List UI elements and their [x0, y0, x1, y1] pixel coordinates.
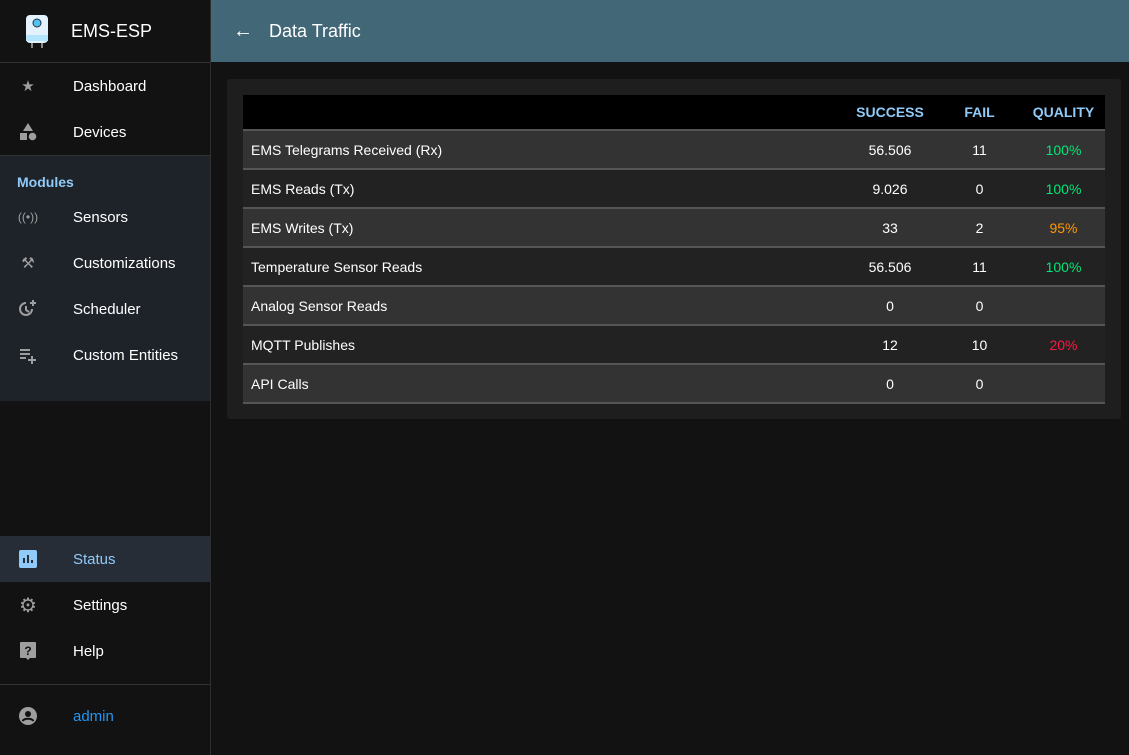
fail-count: 11 [937, 130, 1022, 170]
more-time-icon [18, 299, 38, 319]
app-bar: ← Data Traffic [211, 0, 1129, 62]
app-title: EMS-ESP [71, 20, 153, 41]
column-header-quality: QUALITY [1022, 95, 1105, 131]
row-name: MQTT Publishes [243, 325, 843, 365]
success-count: 33 [843, 208, 937, 248]
row-name: Temperature Sensor Reads [243, 247, 843, 287]
sidebar-item-label: Devices [73, 123, 127, 141]
sidebar-item-dashboard[interactable]: ★ Dashboard [0, 63, 210, 109]
data-traffic-table: SUCCESS FAIL QUALITY EMS Telegrams Recei… [243, 95, 1105, 404]
bar-chart-icon [18, 549, 38, 569]
fail-count: 0 [937, 286, 1022, 326]
table-row: EMS Writes (Tx) 33 2 95% [243, 208, 1105, 248]
sidebar-item-scheduler[interactable]: Scheduler [0, 286, 210, 332]
tools-icon: ⚒ [21, 255, 35, 272]
sidebar-item-label: Status [73, 550, 116, 568]
success-count: 56.506 [843, 130, 937, 170]
svg-text:?: ? [24, 644, 31, 658]
column-header [243, 95, 843, 131]
row-name: EMS Telegrams Received (Rx) [243, 130, 843, 170]
sidebar: EMS-ESP ★ Dashboard Devices Modules ((•))… [0, 0, 211, 755]
playlist-add-icon [18, 345, 38, 365]
sidebar-item-devices[interactable]: Devices [0, 109, 210, 155]
modules-header: Modules [17, 174, 74, 190]
help-icon: ? [18, 641, 38, 661]
fail-count: 0 [937, 364, 1022, 404]
success-count: 12 [843, 325, 937, 365]
row-name: Analog Sensor Reads [243, 286, 843, 326]
quality-value: 100% [1022, 169, 1105, 209]
quality-value [1022, 364, 1105, 404]
fail-count: 11 [937, 247, 1022, 287]
success-count: 0 [843, 286, 937, 326]
row-name: EMS Reads (Tx) [243, 169, 843, 209]
sensors-icon: ((•)) [17, 210, 39, 224]
sidebar-item-user[interactable]: admin [0, 693, 210, 739]
back-arrow-icon[interactable]: ← [233, 19, 253, 42]
boiler-logo-icon [25, 13, 49, 49]
sidebar-item-label: Customizations [73, 254, 176, 272]
quality-value: 20% [1022, 325, 1105, 365]
table-row: EMS Reads (Tx) 9.026 0 100% [243, 169, 1105, 209]
modules-section: Modules ((•)) Sensors ⚒ Customizations Sch… [0, 155, 210, 401]
brand[interactable]: EMS-ESP [0, 0, 210, 63]
sidebar-item-label: Custom Entities [73, 346, 179, 364]
sidebar-item-label: Settings [73, 596, 128, 614]
table-row: EMS Telegrams Received (Rx) 56.506 11 100% [243, 130, 1105, 170]
success-count: 9.026 [843, 169, 937, 209]
sidebar-item-label: Help [73, 642, 104, 660]
data-traffic-card: SUCCESS FAIL QUALITY EMS Telegrams Recei… [227, 79, 1121, 419]
sidebar-item-customizations[interactable]: ⚒ Customizations [0, 240, 210, 286]
sidebar-item-status[interactable]: Status [0, 536, 210, 582]
table-row: MQTT Publishes 12 10 20% [243, 325, 1105, 365]
sidebar-item-help[interactable]: ? Help [0, 628, 210, 674]
column-header-success: SUCCESS [843, 95, 937, 131]
fail-count: 2 [937, 208, 1022, 248]
quality-value: 100% [1022, 247, 1105, 287]
table-row: API Calls 0 0 [243, 364, 1105, 404]
star-icon: ★ [21, 78, 35, 95]
table-row: Analog Sensor Reads 0 0 [243, 286, 1105, 326]
sidebar-item-settings[interactable]: ⚙ Settings [0, 582, 210, 628]
sidebar-item-label: Dashboard [73, 77, 147, 95]
page-title: Data Traffic [269, 20, 361, 41]
sidebar-item-label: Scheduler [73, 300, 141, 318]
user-name: admin [73, 707, 114, 725]
gear-icon: ⚙ [19, 594, 37, 617]
row-name: EMS Writes (Tx) [243, 208, 843, 248]
quality-value: 95% [1022, 208, 1105, 248]
success-count: 0 [843, 364, 937, 404]
sidebar-item-label: Sensors [73, 208, 129, 226]
table-row: Temperature Sensor Reads 56.506 11 100% [243, 247, 1105, 287]
quality-value [1022, 286, 1105, 326]
fail-count: 0 [937, 169, 1022, 209]
sidebar-item-custom-entities[interactable]: Custom Entities [0, 332, 210, 378]
table-header: SUCCESS FAIL QUALITY [243, 95, 1105, 131]
fail-count: 10 [937, 325, 1022, 365]
quality-value: 100% [1022, 130, 1105, 170]
sidebar-item-sensors[interactable]: ((•)) Sensors [0, 194, 210, 240]
account-circle-icon [18, 706, 38, 726]
column-header-fail: FAIL [937, 95, 1022, 131]
success-count: 56.506 [843, 247, 937, 287]
category-icon [18, 122, 38, 142]
divider [0, 684, 210, 685]
row-name: API Calls [243, 364, 843, 404]
